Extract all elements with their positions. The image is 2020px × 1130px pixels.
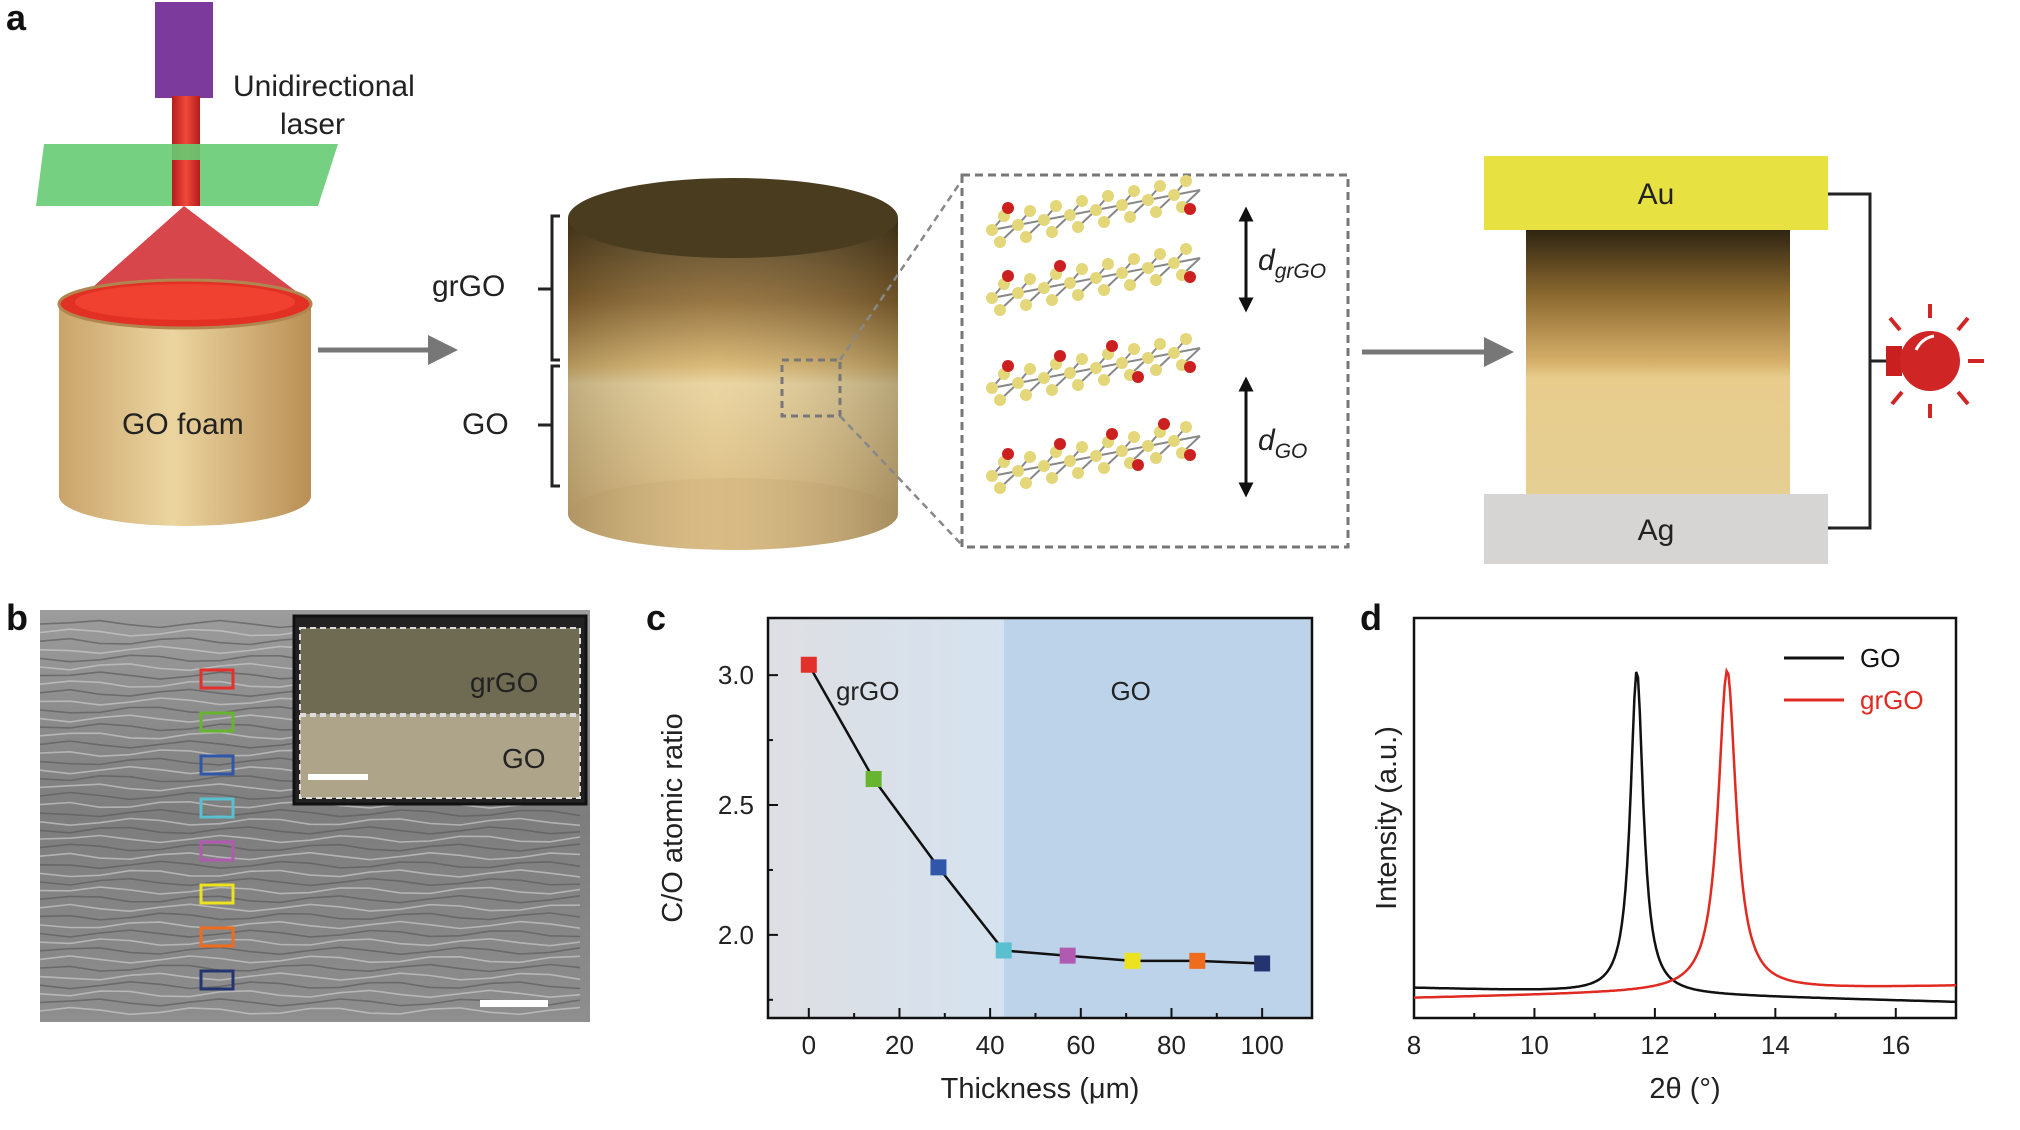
- data-point: [865, 771, 882, 788]
- x-tick-label: 14: [1761, 1030, 1790, 1060]
- y-axis-label: Intensity (a.u.): [1371, 726, 1403, 910]
- spacing-label-grgo: dgrGO: [1258, 244, 1326, 283]
- data-point: [1124, 952, 1141, 969]
- sampling-box: [199, 969, 235, 991]
- sampling-box: [199, 926, 235, 948]
- electrode-ag: [1484, 494, 1828, 564]
- y-axis-label: C/O atomic ratio: [657, 713, 689, 923]
- x-tick-label: 0: [802, 1030, 816, 1060]
- grgo-region: [768, 618, 1004, 1018]
- circuit-wire: [1828, 192, 1886, 530]
- x-tick-label: 12: [1640, 1030, 1669, 1060]
- laser-label-2: laser: [280, 108, 345, 141]
- sampling-box: [199, 668, 235, 690]
- inset-label-grgo: grGO: [470, 667, 538, 698]
- sem-scale-bar: [480, 1000, 548, 1007]
- x-tick-label: 20: [885, 1030, 914, 1060]
- foam-label: GO foam: [122, 408, 244, 441]
- plot-frame: [1412, 616, 1958, 1020]
- layer-label-grgo: grGO: [432, 270, 505, 303]
- panel-b: b grGO GO: [6, 597, 590, 1022]
- legend-label: grGO: [1860, 685, 1924, 715]
- legend-label: GO: [1860, 643, 1900, 673]
- plot-frame: [766, 616, 1314, 1020]
- region-label-grgo: grGO: [836, 676, 900, 706]
- electrode-au-label: Au: [1638, 178, 1675, 211]
- y-tick-label: 2.0: [718, 920, 754, 950]
- sampling-box: [199, 840, 235, 862]
- data-point: [930, 859, 947, 876]
- panel-c-label: c: [646, 597, 666, 638]
- light-bulb-icon: [1886, 304, 1984, 418]
- inset-scale-bar: [308, 774, 368, 780]
- zoom-panel: [960, 173, 1350, 549]
- data-point: [1254, 955, 1271, 972]
- series-line: [1414, 671, 1956, 1004]
- sampling-box: [199, 883, 235, 905]
- x-tick-label: 10: [1520, 1030, 1549, 1060]
- x-tick-label: 16: [1881, 1030, 1910, 1060]
- panel-c: c 0 20 40 60 80 100 2.0 2.5 3.0 Thickness (μm) C/O…: [646, 597, 1314, 1105]
- y-tick-label: 2.5: [718, 790, 754, 820]
- bracket-grgo: [538, 214, 560, 362]
- x-axis-label: Thickness (μm): [941, 1073, 1140, 1105]
- series-line: [1414, 667, 1956, 999]
- panel-a: a Unidirectional laser GO foam grGO GO: [6, 0, 1984, 564]
- y-tick-label: 3.0: [718, 660, 754, 690]
- region-label-go: GO: [1110, 676, 1150, 706]
- sampling-box: [199, 797, 235, 819]
- data-point: [1189, 952, 1206, 969]
- sampling-box: [199, 754, 235, 776]
- go-foam-cylinder: [57, 278, 313, 526]
- sampling-boxes: [199, 668, 235, 991]
- data-point: [995, 942, 1012, 959]
- inset-label-go: GO: [502, 743, 546, 774]
- graphene-sheets: [986, 175, 1201, 494]
- panel-b-label: b: [6, 597, 28, 638]
- x-tick-label: 60: [1066, 1030, 1095, 1060]
- x-tick-label: 100: [1240, 1030, 1283, 1060]
- go-region: [1003, 618, 1312, 1018]
- electrode-ag-label: Ag: [1638, 514, 1675, 547]
- x-tick-label: 40: [976, 1030, 1005, 1060]
- panel-d-label: d: [1360, 597, 1382, 638]
- x-axis-label: 2θ (°): [1649, 1073, 1720, 1105]
- zoom-box: [780, 358, 842, 418]
- laser-cone: [76, 206, 310, 302]
- bracket-go: [538, 364, 560, 488]
- panel-a-label: a: [6, 0, 27, 38]
- data-point: [1059, 947, 1076, 964]
- x-tick-label: 80: [1157, 1030, 1186, 1060]
- laser-source: [155, 2, 213, 98]
- electrode-au: [1484, 156, 1828, 230]
- panel-d: d 8 10 12 14 16 2θ (°) Intensity (a.u.) GO grGO: [1360, 597, 1958, 1105]
- data-line: [807, 664, 1263, 965]
- device-foam: [1526, 230, 1790, 494]
- layered-cylinder: [568, 178, 898, 550]
- sampling-box: [199, 711, 235, 733]
- laser-label-1: Unidirectional: [233, 70, 415, 103]
- layer-label-go: GO: [462, 408, 509, 441]
- data-point: [800, 656, 817, 673]
- spacing-label-go: dGO: [1258, 424, 1307, 463]
- x-tick-label: 8: [1407, 1030, 1421, 1060]
